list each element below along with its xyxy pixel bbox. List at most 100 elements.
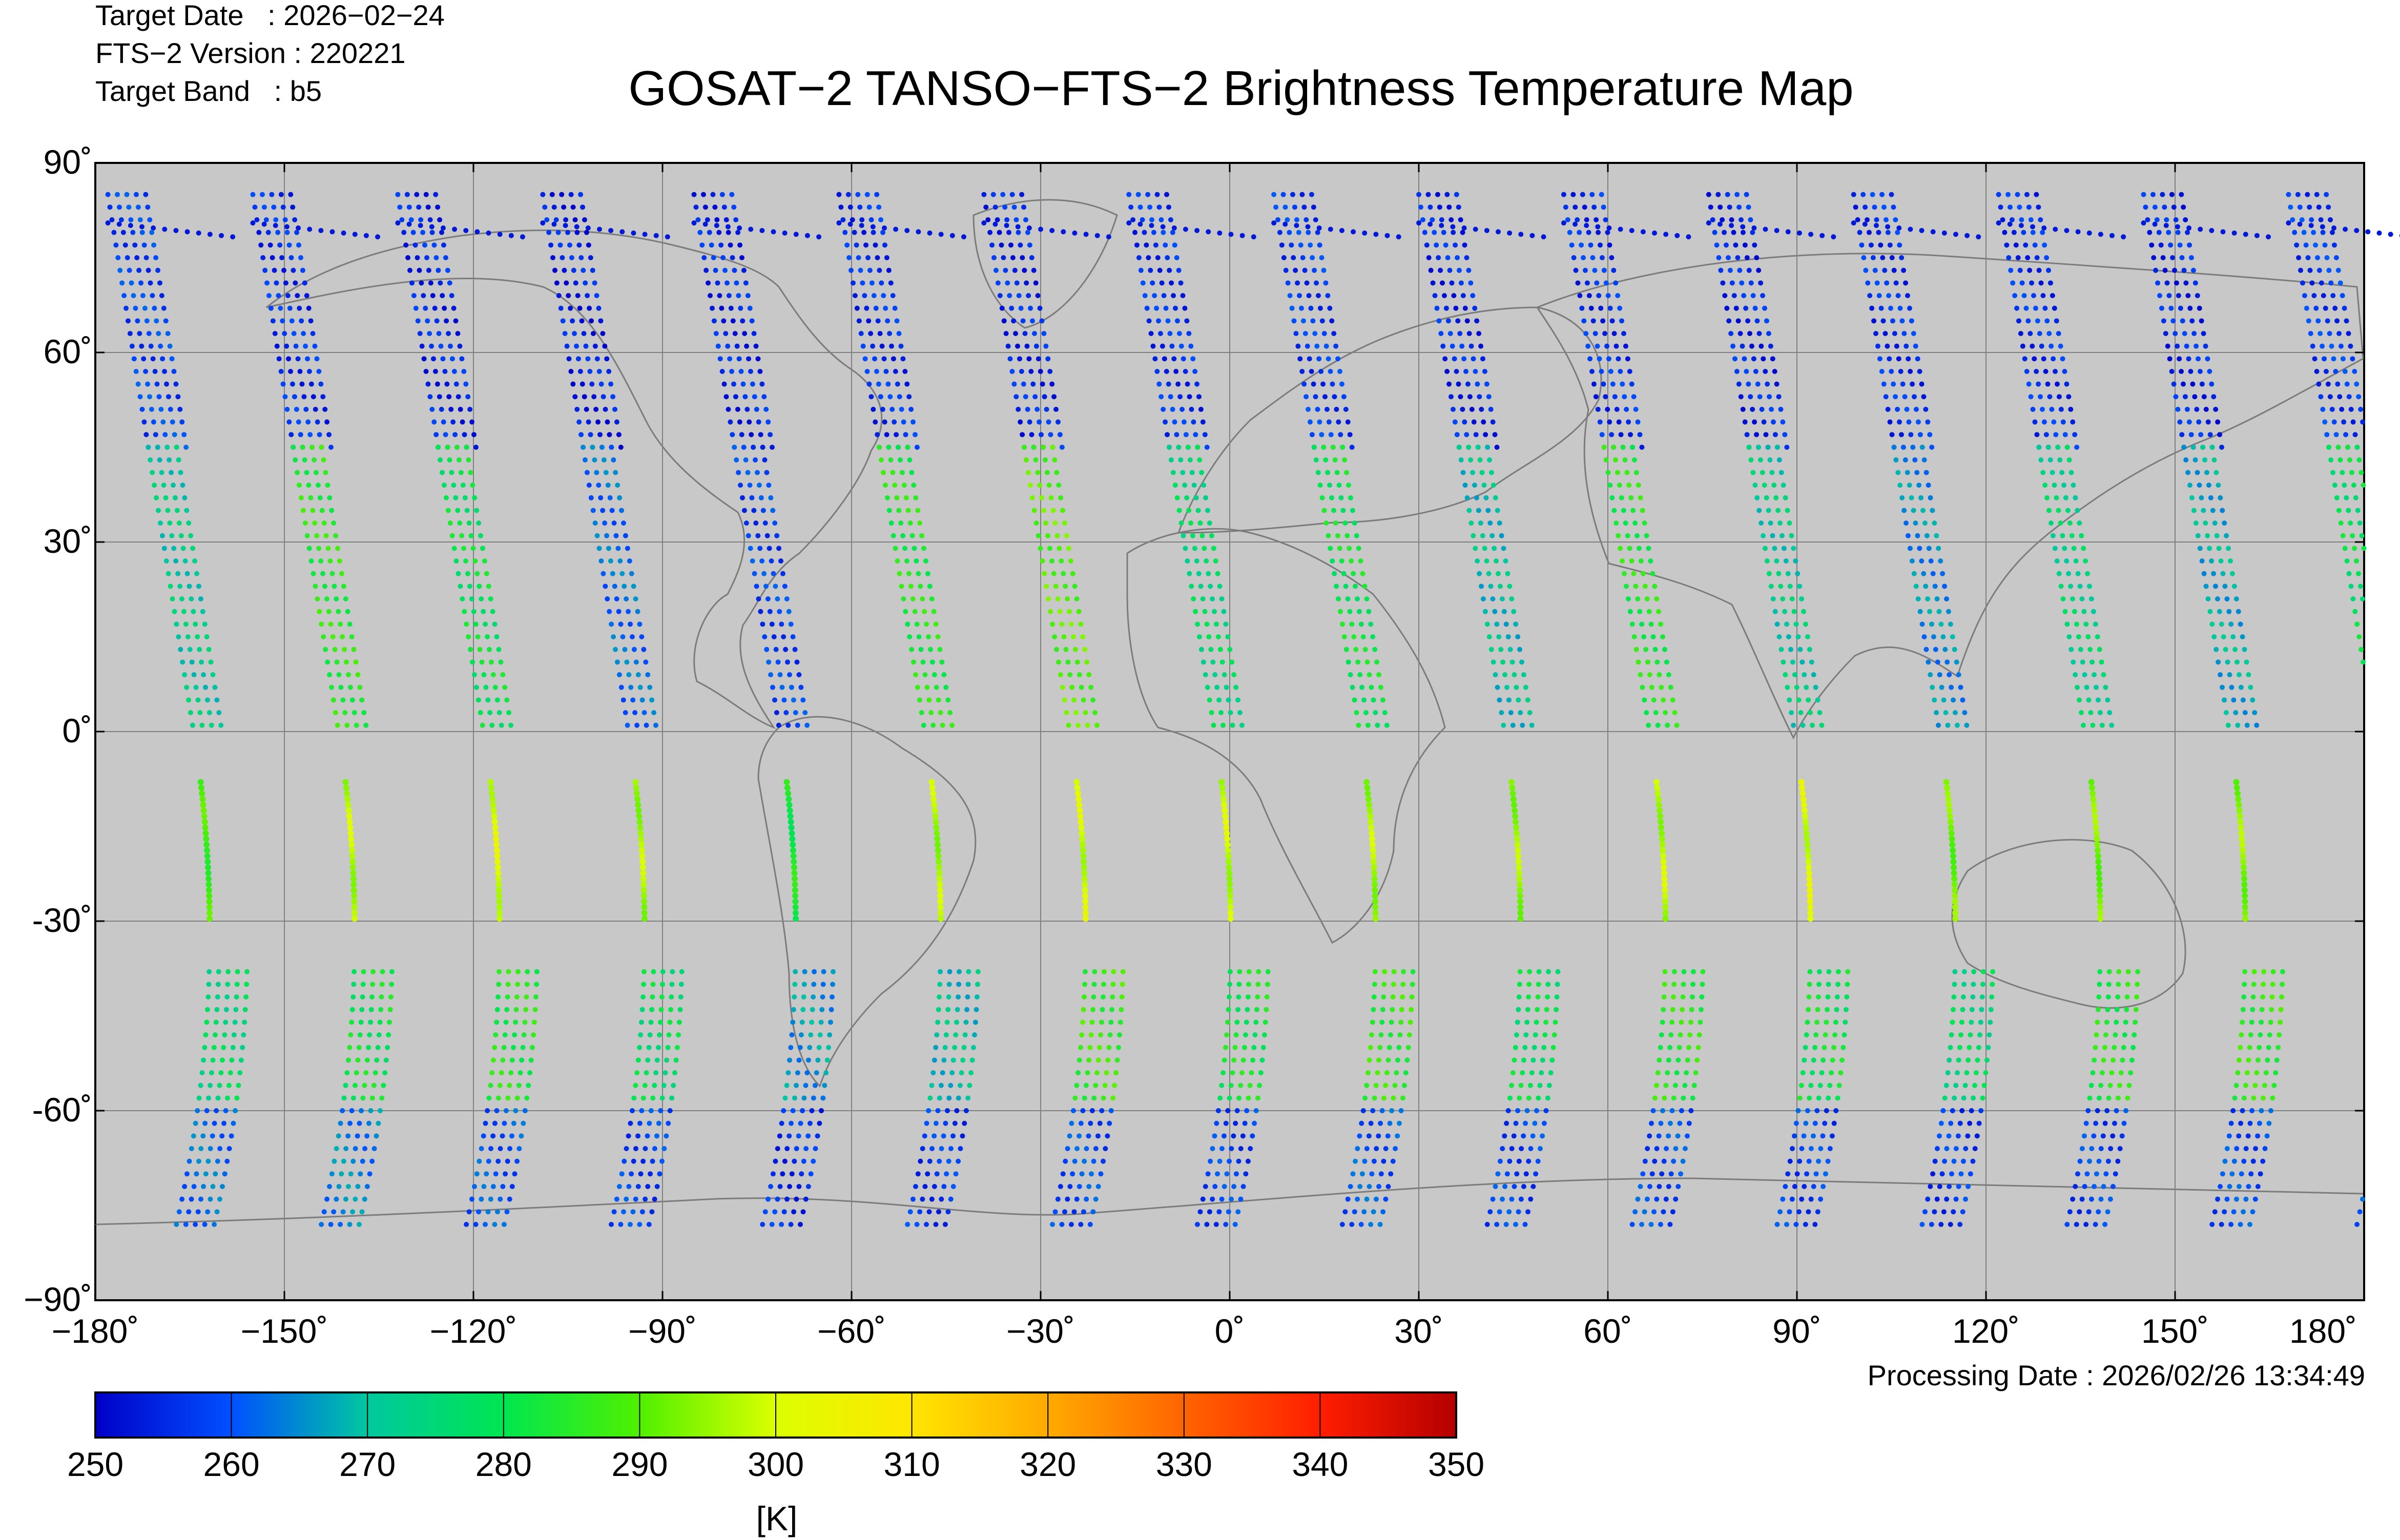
footprint-point: [1631, 457, 1637, 463]
footprint-point: [1951, 1209, 1956, 1215]
footprint-point: [1190, 533, 1195, 538]
footprint-point: [1807, 898, 1813, 905]
footprint-point: [1210, 1196, 1215, 1202]
footprint-point: [847, 221, 853, 227]
footprint-point: [1629, 381, 1635, 387]
footprint-point: [368, 1007, 374, 1012]
footprint-point: [1803, 830, 1810, 837]
footprint-point: [1389, 1019, 1394, 1025]
footprint-point: [116, 221, 122, 227]
footprint-point: [782, 1158, 788, 1164]
footprint-point: [1187, 394, 1192, 400]
footprint-point: [182, 1184, 188, 1189]
footprint-point: [814, 1070, 819, 1075]
footprint-point: [915, 684, 920, 690]
footprint-point: [1311, 445, 1317, 450]
footprint-point: [702, 204, 708, 210]
footprint-point: [2028, 217, 2034, 222]
footprint-point: [198, 1196, 204, 1202]
footprint-point: [1835, 982, 1840, 987]
footprint-point: [438, 457, 443, 463]
footprint-point: [1148, 331, 1154, 336]
footprint-point: [1231, 672, 1237, 677]
footprint-point: [198, 1083, 203, 1088]
footprint-point: [318, 227, 324, 233]
footprint-point: [1497, 697, 1502, 703]
footprint-point: [340, 1108, 345, 1113]
footprint-point: [1724, 305, 1730, 311]
footprint-point: [2097, 898, 2103, 905]
footprint-point: [755, 356, 761, 362]
footprint-point: [1346, 659, 1351, 665]
footprint-point: [437, 217, 443, 222]
footprint-point: [1581, 255, 1586, 260]
footprint-point: [1170, 230, 1175, 235]
footprint-point: [1951, 994, 1957, 1000]
footprint-point: [1754, 255, 1760, 260]
footprint-point: [292, 217, 298, 222]
footprint-point: [1226, 994, 1232, 1000]
footprint-point: [1154, 305, 1160, 311]
footprint-point: [868, 331, 874, 336]
footprint-point: [618, 621, 624, 627]
footprint-point: [1712, 230, 1718, 235]
footprint-point: [1758, 343, 1764, 349]
footprint-point: [924, 684, 930, 690]
footprint-point: [1789, 533, 1794, 538]
footprint-point: [1818, 1146, 1824, 1151]
footprint-point: [1031, 267, 1037, 273]
footprint-point: [1804, 836, 1810, 842]
footprint-point: [1973, 1070, 1979, 1075]
footprint-point: [568, 305, 573, 311]
footprint-point: [1731, 293, 1737, 298]
footprint-point: [1389, 1108, 1395, 1113]
footprint-point: [531, 1019, 537, 1025]
footprint-point: [2008, 267, 2014, 273]
footprint-point: [2106, 982, 2112, 987]
footprint-point: [645, 1133, 650, 1139]
footprint-point: [138, 280, 144, 286]
footprint-point: [1271, 220, 1277, 226]
footprint-point: [2219, 445, 2225, 450]
footprint-point: [1658, 621, 1664, 627]
footprint-point: [1632, 1209, 1638, 1215]
footprint-point: [519, 1057, 525, 1063]
footprint-point: [1708, 204, 1713, 210]
footprint-point: [1350, 684, 1355, 690]
footprint-point: [750, 381, 755, 387]
footprint-point: [2086, 697, 2092, 703]
footprint-point: [333, 533, 339, 538]
footprint-point: [667, 1108, 673, 1113]
footprint-point: [1367, 813, 1374, 820]
footprint-point: [181, 432, 187, 438]
footprint-point: [2107, 1196, 2113, 1202]
footprint-point: [1768, 343, 1773, 349]
footprint-point: [2021, 230, 2026, 235]
footprint-point: [796, 1057, 802, 1063]
footprint-point: [149, 230, 155, 235]
footprint-point: [1948, 1222, 1953, 1227]
footprint-point: [1681, 982, 1686, 987]
footprint-point: [1466, 267, 1472, 273]
footprint-point: [150, 293, 155, 298]
footprint-point: [611, 521, 617, 526]
footprint-point: [614, 1196, 619, 1202]
footprint-point: [490, 609, 495, 614]
footprint-point: [206, 915, 213, 922]
footprint-point: [307, 226, 313, 232]
footprint-point: [282, 394, 288, 400]
footprint-point: [467, 584, 472, 589]
footprint-point: [1691, 1083, 1697, 1088]
footprint-point: [1084, 659, 1090, 665]
footprint-point: [1507, 584, 1513, 589]
footprint-point: [754, 584, 759, 589]
footprint-point: [995, 217, 1000, 222]
footprint-point: [2099, 659, 2104, 665]
footprint-point: [1819, 1070, 1825, 1075]
footprint-point: [1628, 432, 1633, 438]
footprint-point: [1947, 819, 1954, 825]
footprint-point: [1307, 419, 1313, 425]
footprint-point: [1623, 343, 1628, 349]
footprint-point: [2231, 230, 2237, 236]
footprint-point: [495, 870, 502, 877]
